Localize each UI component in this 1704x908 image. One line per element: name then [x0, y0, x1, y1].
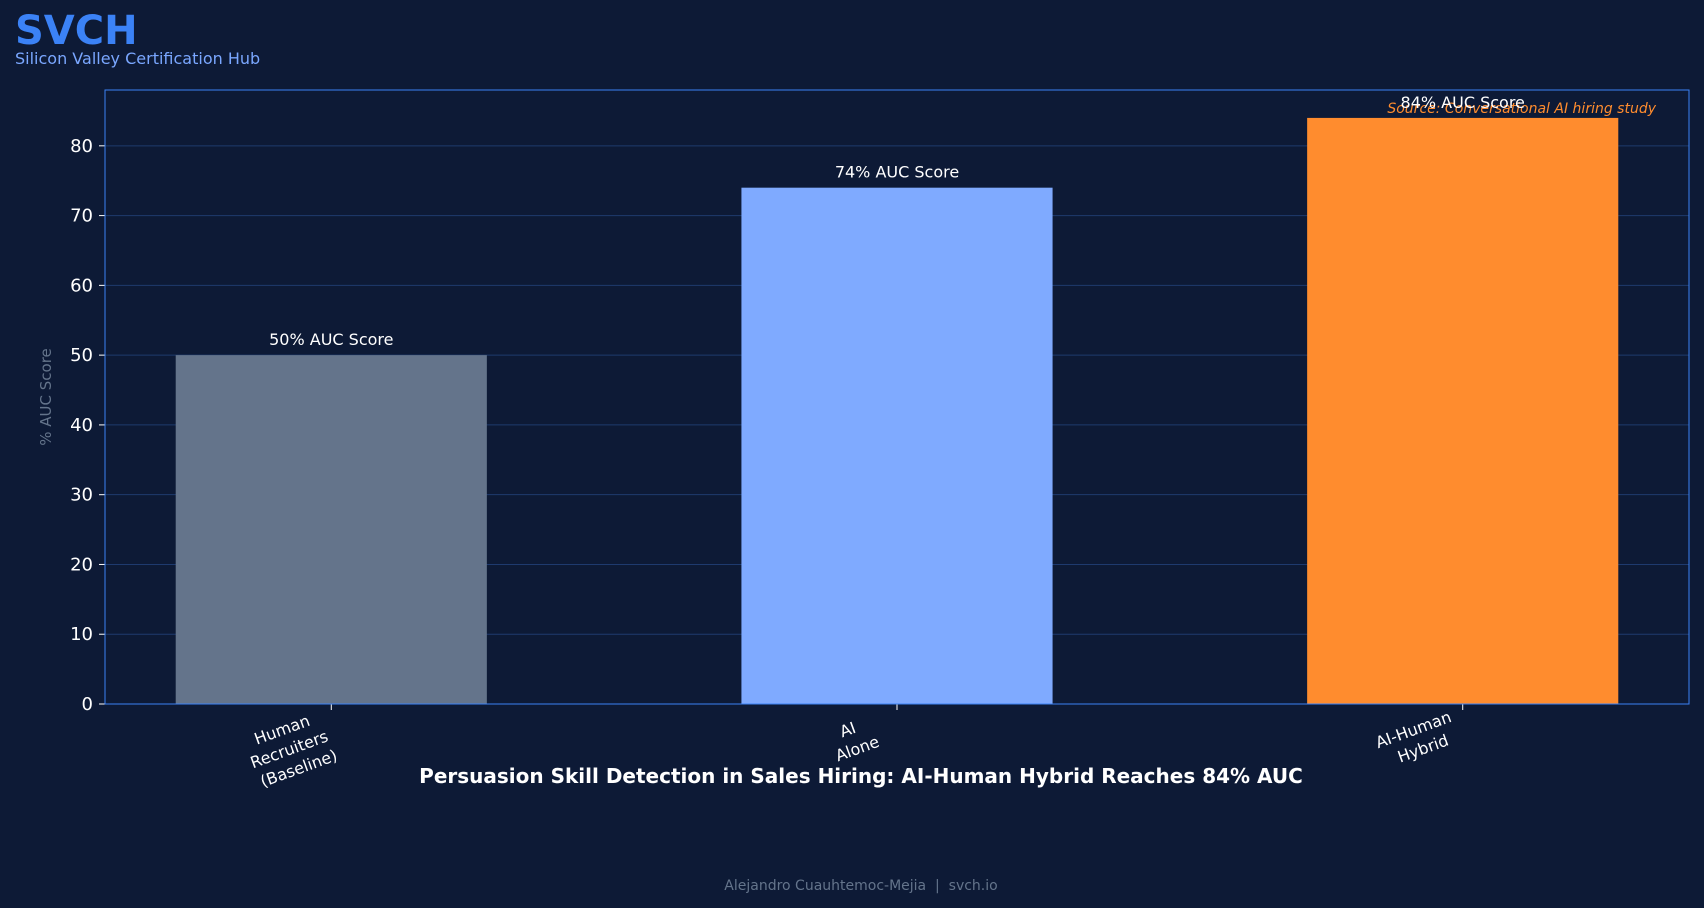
x-tick-label: Human Recruiters (Baseline)	[241, 705, 343, 792]
bar	[1307, 117, 1619, 705]
y-tick-label: 40	[70, 415, 93, 436]
y-tick-label: 20	[70, 554, 93, 575]
y-tick-label: 80	[70, 136, 93, 157]
y-tick-label: 0	[82, 694, 93, 715]
y-tick-label: 10	[70, 624, 93, 645]
bar	[741, 187, 1053, 704]
plot-border	[104, 89, 1690, 705]
y-tick-label: 60	[70, 275, 93, 296]
value-label: 84% AUC Score	[1401, 93, 1525, 112]
value-label: 50% AUC Score	[269, 330, 393, 349]
x-tick-label: AI-Human Hybrid	[1373, 705, 1466, 771]
bar	[175, 355, 487, 704]
brand-tagline: Silicon Valley Certification Hub	[15, 49, 260, 68]
y-tick-label: 70	[70, 206, 93, 227]
brand-name: SVCH	[15, 8, 138, 54]
value-label: 74% AUC Score	[835, 163, 959, 182]
x-tick-label: AI Alone	[826, 712, 882, 765]
y-axis-label: % AUC Score	[37, 348, 55, 446]
y-tick-label: 50	[70, 345, 93, 366]
y-tick-label: 30	[70, 485, 93, 506]
chart-title: Persuasion Skill Detection in Sales Hiri…	[419, 764, 1303, 788]
footer: Alejandro Cuauhtemoc-Mejia | svch.io	[724, 878, 997, 894]
source-annotation: Source: Conversational AI hiring study	[1387, 101, 1656, 117]
